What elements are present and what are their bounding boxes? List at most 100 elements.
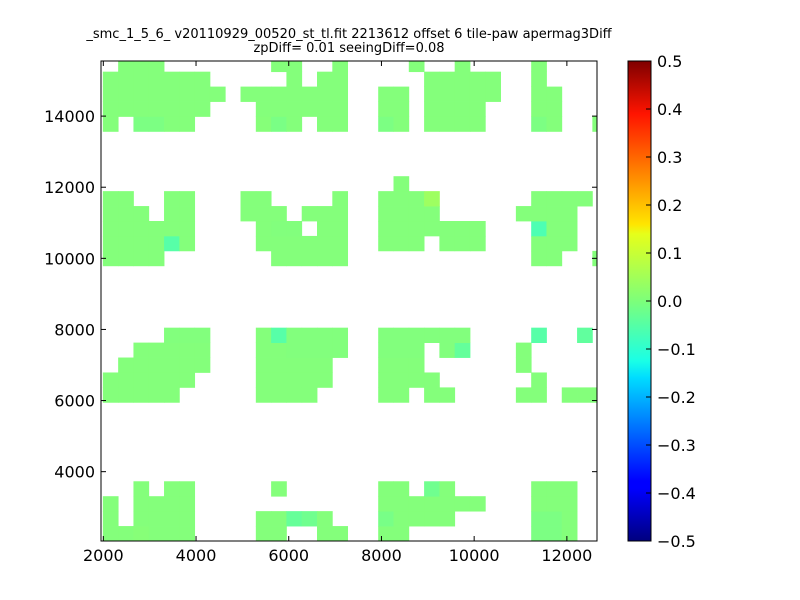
heatmap-cell <box>561 481 578 497</box>
heatmap-cell <box>133 496 150 512</box>
colorbar-tick-label: −0.1 <box>657 340 696 359</box>
heatmap-cell <box>148 387 165 403</box>
heatmap-cell <box>301 101 318 117</box>
heatmap-cell <box>515 357 532 373</box>
heatmap-cell <box>286 387 303 403</box>
heatmap-cell <box>408 235 425 252</box>
heatmap-cell <box>469 221 486 237</box>
heatmap-cell <box>271 526 287 541</box>
heatmap-cell <box>179 71 196 87</box>
heatmap-cell <box>531 526 547 541</box>
y-axis: 4000 6000 8000 10000 12000 14000 <box>44 107 597 482</box>
heatmap-cell <box>408 327 425 343</box>
heatmap-cell <box>439 481 456 497</box>
heatmap-cell <box>531 86 547 102</box>
heatmap-cell <box>118 387 134 403</box>
heatmap-cell <box>255 206 272 222</box>
heatmap-cell <box>515 342 532 358</box>
heatmap-cell <box>332 342 349 358</box>
heatmap-cell <box>424 496 440 512</box>
colorbar-tick-label: −0.2 <box>657 388 696 407</box>
heatmap-cell <box>317 116 333 132</box>
heatmap-cell <box>194 101 211 117</box>
heatmap-cell <box>133 61 150 73</box>
heatmap-cell <box>546 511 563 527</box>
heatmap-cell <box>286 235 303 252</box>
heatmap-cell <box>179 496 196 512</box>
heatmap-cell <box>301 235 318 252</box>
heatmap-cell <box>531 372 547 388</box>
heatmap-cell <box>301 357 318 373</box>
heatmap-cell <box>148 511 165 527</box>
heatmap-cell <box>454 327 471 343</box>
heatmap-cell <box>102 372 119 388</box>
heatmap-cell <box>133 221 150 237</box>
heatmap-cell <box>393 357 410 373</box>
heatmap-cell <box>546 481 563 497</box>
heatmap-cells <box>102 61 597 541</box>
heatmap-cell <box>317 327 333 343</box>
heatmap-cell <box>102 191 119 207</box>
heatmap-cell <box>133 342 150 358</box>
heatmap-cell <box>424 511 440 527</box>
heatmap-cell <box>439 327 456 343</box>
heatmap-cell <box>592 116 597 132</box>
heatmap-cell <box>546 235 563 252</box>
heatmap-cell <box>179 191 196 207</box>
heatmap-cell <box>255 342 272 358</box>
heatmap-cell <box>531 235 547 252</box>
heatmap-cell <box>271 206 287 222</box>
heatmap-cell <box>454 235 471 252</box>
heatmap-cell <box>209 86 226 102</box>
heatmap-cell <box>454 71 471 87</box>
heatmap-cell <box>133 526 150 541</box>
heatmap-cell <box>133 372 150 388</box>
heatmap-cell <box>561 235 578 252</box>
heatmap-cell <box>393 116 410 132</box>
heatmap-cell <box>408 496 425 512</box>
heatmap-cell <box>393 387 410 403</box>
heatmap-cell <box>424 101 440 117</box>
heatmap-cell <box>194 71 211 87</box>
heatmap-cell <box>179 372 196 388</box>
heatmap-cell <box>164 372 180 388</box>
heatmap-cell <box>378 342 394 358</box>
heatmap-cell <box>271 342 287 358</box>
heatmap-cell <box>102 511 119 527</box>
x-tick-label: 4000 <box>176 546 217 565</box>
heatmap-cell <box>454 116 471 132</box>
heatmap-cell <box>118 357 134 373</box>
heatmap-cell <box>271 327 287 343</box>
heatmap-cell <box>301 372 318 388</box>
heatmap-cell <box>255 191 272 207</box>
heatmap-cell <box>133 357 150 373</box>
heatmap-cell <box>439 86 456 102</box>
colorbar-tick-label: −0.5 <box>657 532 696 551</box>
heatmap-cell <box>439 342 456 358</box>
heatmap-cell <box>424 86 440 102</box>
heatmap-cell <box>286 357 303 373</box>
heatmap-cell <box>561 206 578 222</box>
heatmap-cell <box>317 342 333 358</box>
heatmap-cell <box>301 387 318 403</box>
heatmap-cell <box>118 101 134 117</box>
heatmap-cell <box>255 235 272 252</box>
heatmap-cell <box>332 61 349 73</box>
heatmap-cell <box>317 71 333 87</box>
heatmap-cell <box>240 191 257 207</box>
heatmap-cell <box>317 526 333 541</box>
heatmap-cell <box>301 86 318 102</box>
heatmap-cell <box>118 71 134 87</box>
heatmap-cell <box>439 496 456 512</box>
heatmap-cell <box>393 221 410 237</box>
heatmap-cell <box>255 357 272 373</box>
heatmap-cell <box>408 221 425 237</box>
colorbar-tick-label: 0.5 <box>657 52 682 71</box>
heatmap-cell <box>317 206 333 222</box>
heatmap-cell <box>271 61 287 73</box>
heatmap-cell <box>255 101 272 117</box>
heatmap-cell <box>286 250 303 267</box>
heatmap-cell <box>546 221 563 237</box>
heatmap-cell <box>531 221 547 237</box>
heatmap-cell <box>286 221 303 237</box>
